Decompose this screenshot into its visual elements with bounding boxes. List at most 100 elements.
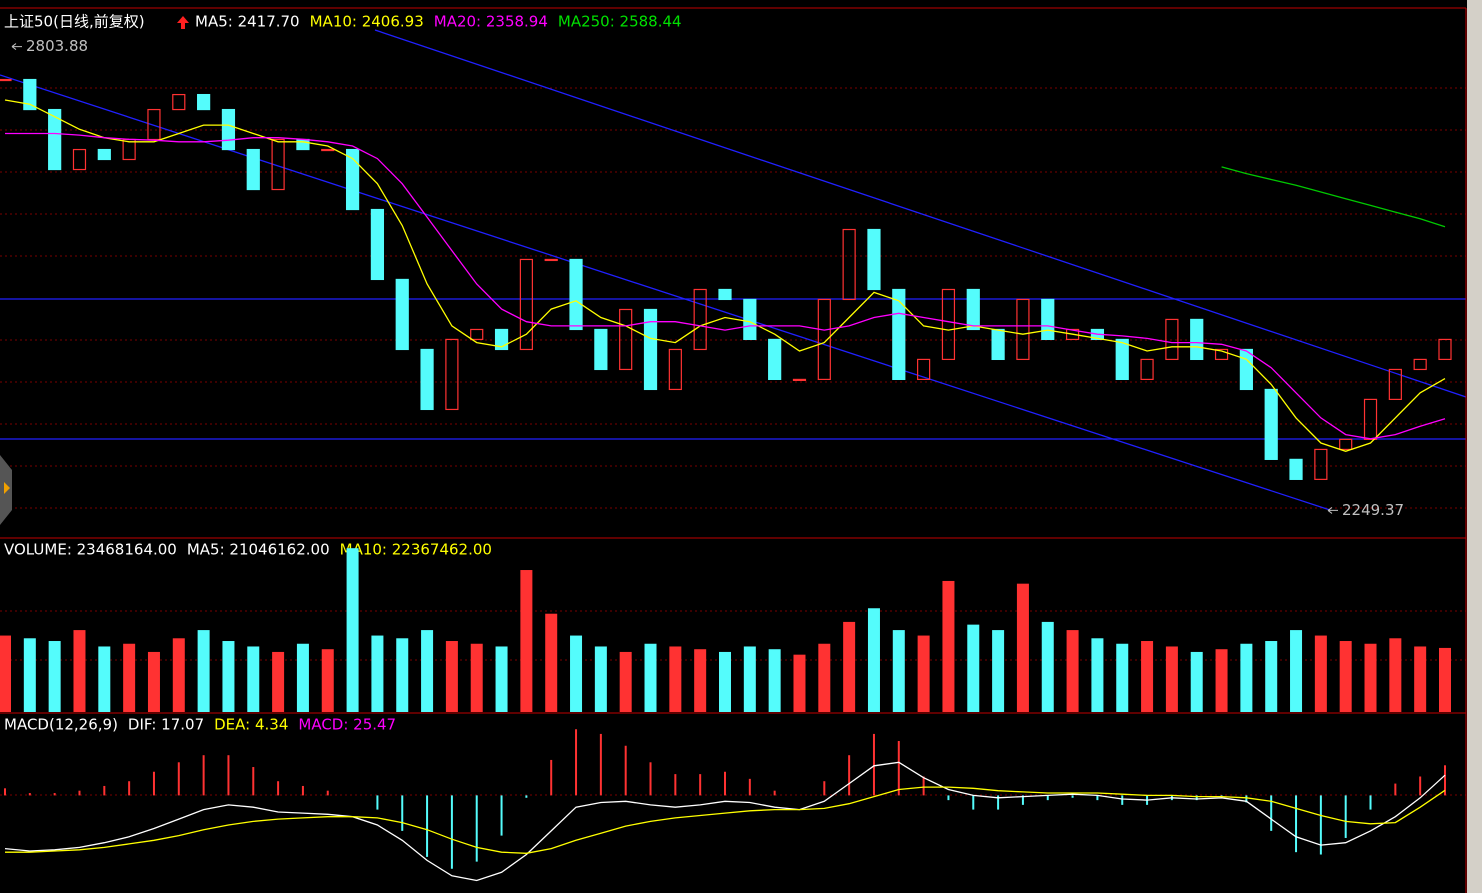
- volume-bar: [719, 651, 731, 712]
- chart-title: 上证50(日线,前复权): [4, 13, 145, 31]
- volume-bar: [1066, 630, 1079, 712]
- volume-bar: [892, 630, 905, 712]
- candle: [966, 288, 980, 331]
- volume-bar: [1165, 646, 1178, 712]
- candle: [296, 138, 310, 151]
- volume-bar: [296, 643, 309, 712]
- volume-bar: [1265, 641, 1278, 712]
- volume-bar: [147, 651, 160, 712]
- candle: [172, 93, 186, 111]
- candle: [1264, 388, 1278, 460]
- candle: [0, 78, 12, 82]
- legend-entry: MA10: 22367462.00: [340, 541, 492, 559]
- volume-bar: [247, 646, 260, 712]
- candle: [1438, 338, 1452, 361]
- candle: [842, 228, 856, 301]
- volume-bar: [1215, 649, 1228, 712]
- macd-panel: MACD(12,26,9) DIF: 17.07 DEA: 4.34 MACD: 25…: [4, 716, 1446, 882]
- candle: [892, 288, 906, 381]
- volume-bar: [321, 649, 334, 712]
- volume-bar: [917, 635, 930, 712]
- trend-line: [0, 74, 1331, 511]
- legend-entry: MA20: 2358.94: [434, 13, 548, 31]
- volume-bar: [1240, 643, 1253, 712]
- trend-line: [374, 29, 1467, 398]
- indicator-line: [1221, 166, 1446, 228]
- volume-bar: [445, 641, 458, 712]
- volume-bar: [644, 643, 657, 712]
- candle: [420, 348, 434, 411]
- candle: [941, 288, 956, 361]
- legend-entry: MACD: 25.47: [298, 716, 396, 734]
- candle: [271, 138, 285, 191]
- volume-bar: [73, 630, 86, 712]
- volume-bar: [470, 643, 483, 712]
- volume-bar: [495, 646, 508, 712]
- candle: [668, 348, 682, 391]
- volume-bar: [743, 646, 756, 712]
- candle: [1413, 358, 1427, 371]
- volume-bar: [594, 646, 607, 712]
- volume-bar: [992, 630, 1005, 712]
- price-panel: 上证50(日线,前复权) MA5: 2417.70 MA10: 2406.93 MA2…: [0, 13, 1452, 519]
- indicator-line: [4, 761, 1446, 882]
- volume-bar: [0, 635, 11, 712]
- volume-bar: [669, 646, 682, 712]
- volume-bar: [48, 641, 61, 712]
- candle: [147, 108, 161, 141]
- candle: [197, 93, 211, 111]
- candle: [1041, 298, 1055, 341]
- candle: [1388, 368, 1402, 401]
- legend-entry: MA250: 2588.44: [558, 13, 682, 31]
- volume-bar: [694, 649, 707, 712]
- candle: [1140, 358, 1154, 381]
- trend-lines: [0, 29, 1467, 511]
- volume-bar: [23, 638, 36, 712]
- volume-bar: [867, 608, 880, 712]
- volume-bar: [346, 548, 359, 712]
- indicator-line: [5, 786, 1446, 854]
- annotation: 2249.37: [1342, 501, 1404, 519]
- candle: [817, 298, 831, 381]
- volume-bar: [197, 630, 210, 712]
- legend-entry: DIF: 17.07: [128, 716, 204, 734]
- volume-bar: [545, 613, 558, 712]
- candle: [693, 288, 707, 351]
- legend-entry: MA5: 2417.70: [195, 13, 300, 31]
- legend-entry: VOLUME: 23468164.00: [4, 541, 177, 559]
- volume-bar: [123, 643, 136, 712]
- candle: [221, 108, 236, 151]
- volume-bar: [1439, 647, 1451, 712]
- volume-bar: [1116, 643, 1129, 712]
- indicator-line: [5, 132, 1446, 440]
- volume-bar: [768, 649, 781, 712]
- volume-bar: [1016, 583, 1029, 712]
- candle: [792, 378, 807, 382]
- volume-bar: [371, 635, 384, 712]
- candle: [494, 328, 509, 351]
- candle: [991, 328, 1005, 361]
- candle: [544, 258, 558, 262]
- volume-bar: [98, 646, 111, 712]
- volume-bar: [1190, 651, 1203, 712]
- candle: [321, 148, 335, 152]
- scrollbar[interactable]: [1467, 0, 1482, 893]
- volume-bar: [1414, 646, 1427, 712]
- volume-bar: [272, 651, 285, 712]
- legend-arrow: [177, 16, 189, 29]
- candle: [1165, 318, 1179, 361]
- annotation-arrow: [11, 43, 22, 50]
- candle: [569, 258, 583, 331]
- volume-bar: [421, 630, 434, 712]
- volume-bar: [818, 643, 831, 712]
- chart-title: MACD(12,26,9): [4, 716, 118, 734]
- volume-bar: [172, 638, 185, 712]
- volume-bar: [570, 635, 583, 712]
- volume-bar: [1339, 641, 1352, 712]
- volume-bar: [942, 580, 955, 712]
- volume-bar: [843, 621, 856, 712]
- volume-bar: [1290, 630, 1303, 712]
